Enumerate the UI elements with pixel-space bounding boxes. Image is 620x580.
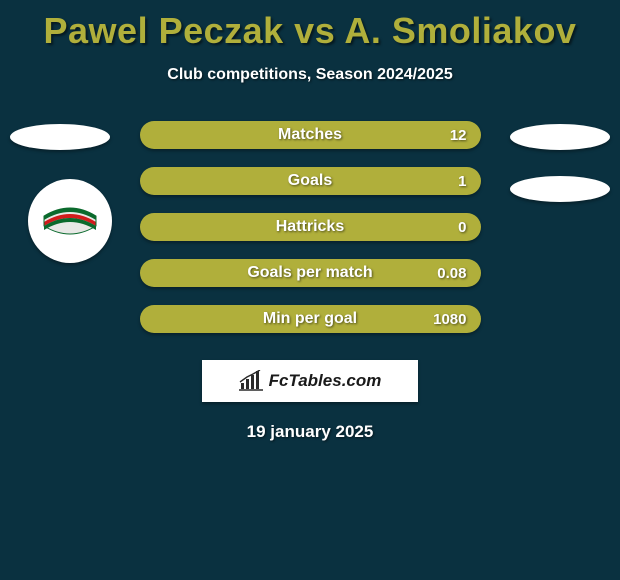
stat-value: 12 <box>450 127 467 144</box>
stat-label: Matches <box>140 126 481 144</box>
stat-value: 1 <box>458 173 466 190</box>
stat-label: Hattricks <box>140 218 481 236</box>
stat-bar: Goals per match 0.08 <box>140 259 481 287</box>
brand-box: FcTables.com <box>202 360 418 402</box>
stat-row: Min per goal 1080 <box>0 296 620 342</box>
brand-text: FcTables.com <box>269 371 382 391</box>
stat-row: Matches 12 <box>0 112 620 158</box>
stat-bar: Hattricks 0 <box>140 213 481 241</box>
stat-bar: Min per goal 1080 <box>140 305 481 333</box>
stat-value: 0 <box>458 219 466 236</box>
page-title: Pawel Peczak vs A. Smoliakov <box>0 0 620 52</box>
stat-label: Goals <box>140 172 481 190</box>
stat-value: 0.08 <box>437 265 466 282</box>
bar-chart-icon <box>239 370 265 392</box>
stat-bar: Goals 1 <box>140 167 481 195</box>
stat-row: Goals per match 0.08 <box>0 250 620 296</box>
stat-row: Goals 1 <box>0 158 620 204</box>
page-subtitle: Club competitions, Season 2024/2025 <box>0 66 620 84</box>
stat-value: 1080 <box>433 311 466 328</box>
stat-row: Hattricks 0 <box>0 204 620 250</box>
stat-label: Goals per match <box>140 264 481 282</box>
date-text: 19 january 2025 <box>0 422 620 442</box>
stats-area: Matches 12 Goals 1 Hattricks 0 Goals per… <box>0 112 620 342</box>
stat-bar: Matches 12 <box>140 121 481 149</box>
stat-label: Min per goal <box>140 310 481 328</box>
